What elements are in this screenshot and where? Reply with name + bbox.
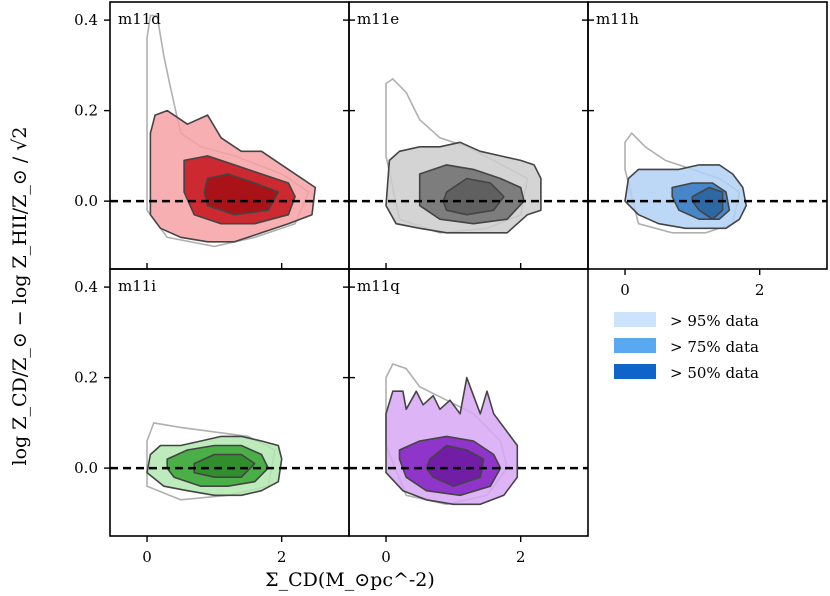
panel-m11q: m11q 0 2 [343,268,589,566]
panel-m11e: m11e [343,1,589,270]
ytick-label: 0.0 [74,192,98,210]
m11i-label: m11i [118,277,156,295]
legend-label: > 50% data [670,364,759,382]
m11e-label: m11e [357,10,399,28]
legend-swatch [614,312,656,327]
y-axis-title: log Z_CD/Z_⊙ − log Z_HII/Z_⊙ / √2 [9,127,31,466]
legend-swatch [614,364,656,379]
xtick-label: 0 [620,281,630,299]
xtick-label: 2 [755,281,765,299]
m11e-contour-p50 [442,177,505,216]
legend-label: > 95% data [670,312,759,330]
panel-m11d: m11d 0.0 0.2 0.4 [74,1,350,270]
m11q-label: m11q [357,277,400,295]
m11h-label: m11h [596,10,639,28]
xtick-label: 0 [142,548,152,566]
xtick-label: 0 [381,548,391,566]
m11q-frame [348,268,589,537]
panel-m11h: m11h 0 2 [582,1,828,299]
ytick-label: 0.0 [74,459,98,477]
legend-label: > 75% data [670,338,759,356]
ytick-label: 0.2 [74,102,98,120]
ytick-label: 0.4 [74,11,98,29]
panel-m11i: m11i 0.0 0.2 0.4 0 2 [74,268,350,566]
m11i-contour-p50 [193,453,256,479]
m11d-label: m11d [118,10,161,28]
legend-swatch [614,338,656,353]
m11h-frame [587,1,828,270]
legend: > 95% data > 75% data > 50% data [614,312,759,382]
xtick-label: 2 [516,548,526,566]
m11h-contour-p50 [691,186,724,220]
ytick-label: 0.2 [74,369,98,387]
ytick-label: 0.4 [74,278,98,296]
x-axis-title: Σ_CD(M_⊙pc^-2) [265,569,435,591]
m11q-contour-p50 [425,444,485,488]
xtick-label: 2 [277,548,287,566]
m11d-contour-p50 [203,173,280,216]
